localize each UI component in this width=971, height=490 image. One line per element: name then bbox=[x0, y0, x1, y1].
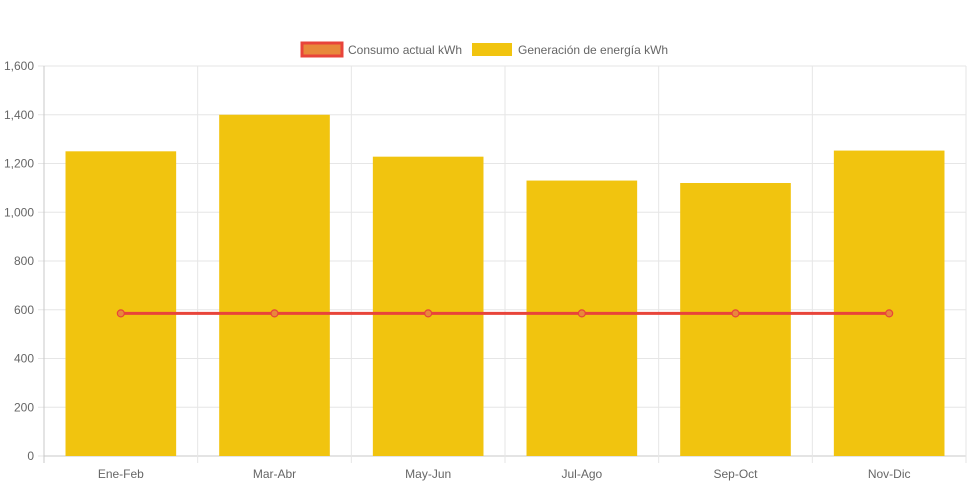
bar-generacion[interactable] bbox=[65, 151, 177, 456]
y-tick-label: 0 bbox=[27, 449, 34, 463]
point-consumo[interactable] bbox=[424, 309, 433, 318]
y-tick-label: 1,600 bbox=[4, 59, 34, 73]
legend-item-consumo[interactable]: Consumo actual kWh bbox=[300, 41, 462, 58]
bar-generacion[interactable] bbox=[833, 150, 945, 457]
legend-swatch-consumo bbox=[300, 41, 344, 58]
axes: 0 200 400 600 800 1,000 1,200 1,400 1,600 Ene-Feb… bbox=[4, 59, 911, 481]
bar-generacion[interactable] bbox=[372, 156, 484, 457]
y-tick-label: 800 bbox=[14, 254, 34, 268]
x-tick-label: Sep-Oct bbox=[713, 467, 758, 481]
point-consumo[interactable] bbox=[885, 309, 894, 318]
point-consumo[interactable] bbox=[116, 309, 125, 318]
line-series bbox=[116, 309, 894, 318]
y-tick-label: 200 bbox=[14, 400, 34, 414]
legend: Consumo actual kWh Generación de energía… bbox=[300, 41, 668, 58]
x-tick-label: Nov-Dic bbox=[868, 467, 911, 481]
x-tick-label: May-Jun bbox=[405, 467, 451, 481]
y-tick-label: 400 bbox=[14, 352, 34, 366]
legend-label-generacion: Generación de energía kWh bbox=[518, 43, 668, 57]
bar-series bbox=[65, 114, 945, 457]
y-tick-label: 1,400 bbox=[4, 108, 34, 122]
point-consumo[interactable] bbox=[731, 309, 740, 318]
x-tick-label: Mar-Abr bbox=[253, 467, 296, 481]
legend-item-generacion[interactable]: Generación de energía kWh bbox=[472, 43, 668, 57]
bar-generacion[interactable] bbox=[680, 183, 791, 456]
point-consumo[interactable] bbox=[577, 309, 586, 318]
legend-swatch-generacion bbox=[472, 43, 512, 56]
grid-lines bbox=[38, 65, 967, 463]
legend-label-consumo: Consumo actual kWh bbox=[348, 43, 462, 57]
point-consumo[interactable] bbox=[270, 309, 279, 318]
bar-generacion[interactable] bbox=[526, 180, 638, 456]
x-tick-label: Ene-Feb bbox=[98, 467, 144, 481]
y-tick-label: 1,200 bbox=[4, 157, 34, 171]
bar-generacion[interactable] bbox=[219, 114, 330, 456]
y-tick-label: 600 bbox=[14, 303, 34, 317]
x-tick-label: Jul-Ago bbox=[561, 467, 602, 481]
y-tick-label: 1,000 bbox=[4, 205, 34, 219]
